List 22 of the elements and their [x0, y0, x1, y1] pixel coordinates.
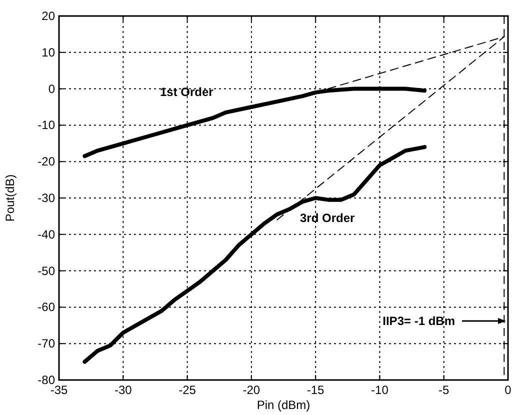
y-axis-title: Pout(dB) — [3, 174, 17, 222]
y-tick-label: -30 — [38, 191, 56, 205]
x-tick-label: -25 — [178, 383, 196, 397]
x-tick-label: -30 — [114, 383, 132, 397]
y-tick-label: -60 — [38, 300, 56, 314]
annotation: 3rd Order — [300, 211, 356, 225]
y-tick-label: 20 — [42, 9, 56, 23]
x-tick-label: -15 — [306, 383, 325, 397]
x-tick-label: 0 — [504, 383, 512, 397]
annotation: 1st Order — [160, 85, 214, 99]
y-tick-label: 10 — [42, 45, 56, 60]
y-tick-label: -40 — [38, 227, 56, 242]
annotation: IIP3= -1 dBm — [382, 314, 455, 328]
y-tick-label: -10 — [38, 118, 56, 132]
x-axis-title: Pin (dBm) — [256, 398, 310, 412]
y-tick-label: -70 — [38, 336, 56, 351]
x-tick-label: -20 — [242, 383, 260, 397]
y-tick-label: -50 — [38, 264, 56, 278]
y-tick-label: 0 — [48, 82, 56, 96]
y-tick-label: -20 — [38, 154, 56, 169]
x-tick-label: -5 — [438, 383, 450, 397]
x-tick-label: -10 — [371, 383, 389, 397]
